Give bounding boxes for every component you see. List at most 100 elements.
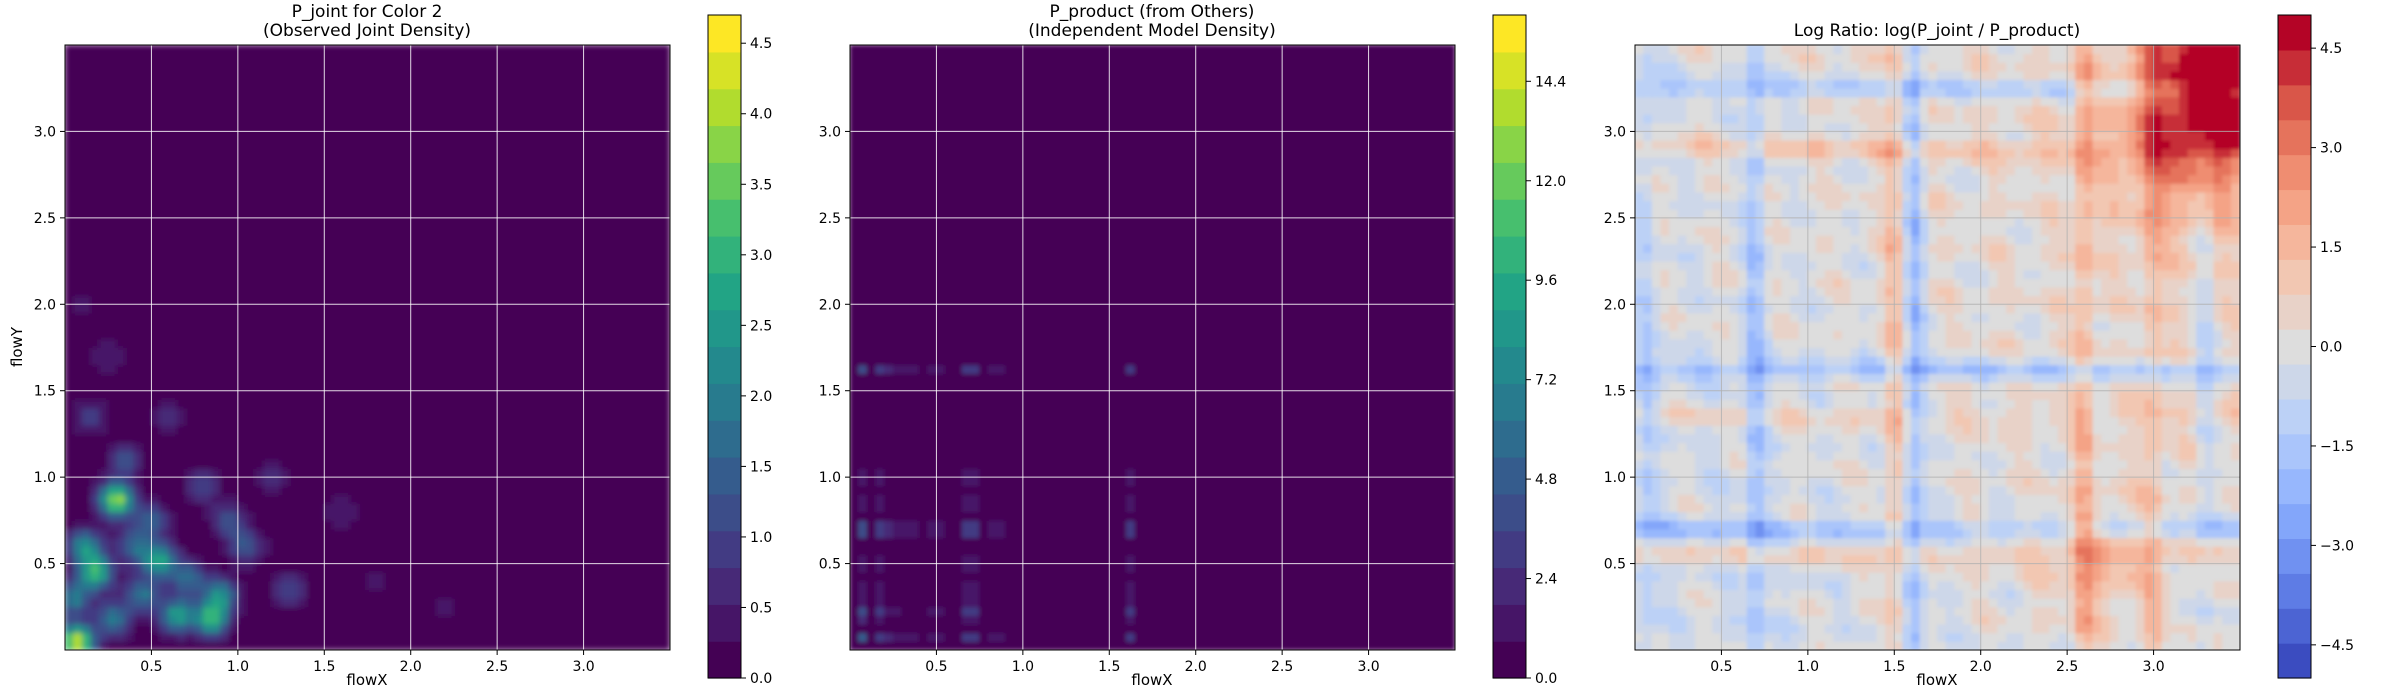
heatmap-cell <box>557 53 567 63</box>
heatmap-cell <box>349 277 360 288</box>
heatmap-cell <box>133 545 144 556</box>
heatmap-cell <box>263 433 273 444</box>
colorbar-level <box>708 420 741 458</box>
heatmap-cell <box>609 338 619 348</box>
heatmap-cell <box>185 200 196 210</box>
heatmap-cell <box>626 139 636 150</box>
heatmap-cell <box>341 355 351 366</box>
heatmap-cell <box>185 53 196 63</box>
heatmap-cell <box>65 243 75 253</box>
heatmap-cell <box>323 70 334 81</box>
heatmap-cell <box>176 493 187 504</box>
heatmap-cell <box>90 519 101 530</box>
heatmap-cell <box>159 597 170 608</box>
heatmap-cell <box>73 493 83 504</box>
heatmap-cell <box>254 338 265 348</box>
heatmap-cell <box>609 182 619 193</box>
heatmap-cell <box>401 493 412 504</box>
heatmap-cell <box>211 519 222 530</box>
heatmap-cell <box>427 597 438 608</box>
heatmap-cell <box>159 208 170 219</box>
heatmap-cell <box>392 398 403 409</box>
heatmap-cell <box>522 416 533 426</box>
heatmap-cell <box>444 130 455 141</box>
heatmap-cell <box>237 61 247 72</box>
heatmap-cell <box>660 191 670 202</box>
heatmap-cell <box>375 208 386 219</box>
heatmap-cell <box>557 338 567 348</box>
heatmap-cell <box>367 614 377 625</box>
heatmap-cell <box>332 148 343 158</box>
heatmap-cell <box>99 226 109 236</box>
heatmap-cell <box>444 511 455 521</box>
heatmap-cell <box>609 347 619 357</box>
heatmap-cell <box>418 398 429 409</box>
heatmap-cell <box>488 260 498 271</box>
heatmap-cell <box>289 433 299 444</box>
heatmap-cell <box>470 226 481 236</box>
heatmap-cell <box>332 511 343 521</box>
heatmap-cell <box>444 606 455 616</box>
heatmap-cell <box>496 468 507 478</box>
heatmap-cell <box>427 87 438 98</box>
heatmap-cell <box>176 148 187 158</box>
heatmap-cell <box>323 459 334 469</box>
heatmap-cell <box>176 105 187 115</box>
heatmap-cell <box>436 372 446 383</box>
heatmap-cell <box>315 208 325 219</box>
heatmap-cell <box>617 234 628 245</box>
heatmap-cell <box>479 468 489 478</box>
heatmap-cell <box>65 589 75 599</box>
heatmap-cell <box>306 407 317 418</box>
heatmap-cell <box>116 61 126 72</box>
heatmap-cell <box>634 286 645 297</box>
heatmap-cell <box>557 234 567 245</box>
heatmap-cell <box>557 347 567 357</box>
heatmap-cell <box>574 286 585 297</box>
heatmap-cell <box>65 528 75 539</box>
heatmap-cell <box>202 70 213 81</box>
heatmap-cell <box>505 407 515 418</box>
heatmap-cell <box>600 468 610 478</box>
heatmap-cell <box>297 485 308 495</box>
heatmap-cell <box>436 545 446 556</box>
heatmap-cell <box>634 87 645 98</box>
heatmap-cell <box>263 165 273 176</box>
heatmap-cell <box>453 606 464 616</box>
heatmap-cell <box>332 640 343 650</box>
heatmap-cell <box>237 53 247 63</box>
heatmap-cell <box>522 485 533 495</box>
heatmap-cell <box>505 113 515 124</box>
heatmap-cell <box>591 191 602 202</box>
heatmap-cell <box>410 122 420 132</box>
heatmap-cell <box>643 545 654 556</box>
heatmap-cell <box>531 87 541 98</box>
heatmap-cell <box>349 243 360 253</box>
heatmap-cell <box>90 251 101 262</box>
heatmap-cell <box>617 286 628 297</box>
heatmap-cell <box>271 312 282 323</box>
heatmap-cell <box>617 554 628 565</box>
heatmap-cell <box>107 312 118 323</box>
heatmap-cell <box>254 269 265 279</box>
heatmap-cell <box>271 130 282 141</box>
heatmap-cell <box>591 580 602 590</box>
heatmap-cell <box>384 226 394 236</box>
heatmap-cell <box>289 571 299 582</box>
heatmap-cell <box>367 571 377 582</box>
heatmap-cell <box>444 623 455 634</box>
heatmap-cell <box>349 364 360 374</box>
heatmap-cell <box>600 537 610 547</box>
heatmap-cell <box>375 372 386 383</box>
heatmap-cell <box>99 537 109 547</box>
heatmap-cell <box>522 433 533 444</box>
heatmap-cell <box>211 614 222 625</box>
heatmap-cell <box>349 105 360 115</box>
heatmap-cell <box>583 606 593 616</box>
heatmap-cell <box>453 398 464 409</box>
heatmap-cell <box>271 545 282 556</box>
panel-subtitle: (Independent Model Density) <box>1028 21 1276 41</box>
heatmap-cell <box>315 200 325 210</box>
heatmap-cell <box>617 398 628 409</box>
heatmap-cell <box>323 156 334 167</box>
